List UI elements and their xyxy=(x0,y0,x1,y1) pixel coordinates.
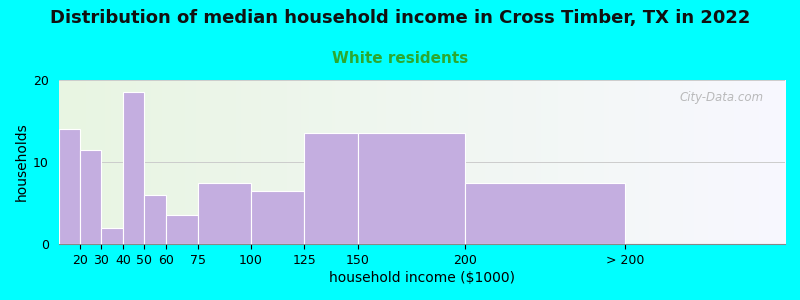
Y-axis label: households: households xyxy=(15,123,29,201)
Bar xyxy=(102,228,123,244)
Bar xyxy=(123,92,144,244)
Bar xyxy=(80,150,102,244)
Bar xyxy=(166,215,198,244)
Bar xyxy=(58,129,80,244)
Bar xyxy=(358,133,465,244)
Text: Distribution of median household income in Cross Timber, TX in 2022: Distribution of median household income … xyxy=(50,9,750,27)
Text: City-Data.com: City-Data.com xyxy=(679,92,763,104)
X-axis label: household income ($1000): household income ($1000) xyxy=(329,271,515,285)
Bar xyxy=(465,183,625,244)
Bar xyxy=(198,183,251,244)
Bar xyxy=(251,191,305,244)
Bar xyxy=(144,195,166,244)
Bar xyxy=(305,133,358,244)
Text: White residents: White residents xyxy=(332,51,468,66)
